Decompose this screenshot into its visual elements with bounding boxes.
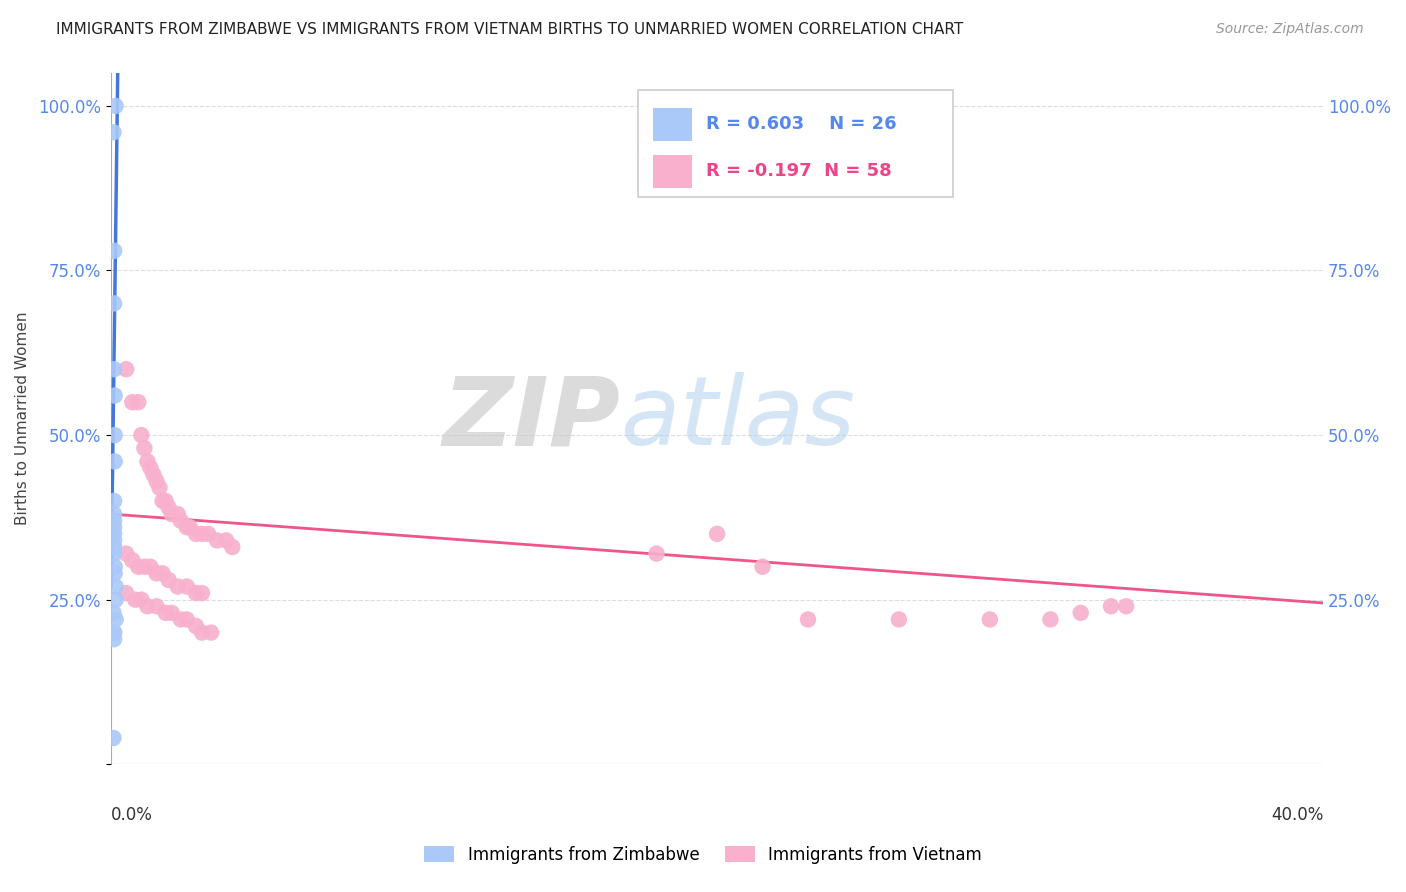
Bar xyxy=(652,154,692,187)
Point xyxy=(103,362,125,376)
Point xyxy=(103,731,125,745)
Point xyxy=(136,454,159,468)
Point xyxy=(152,494,174,508)
Point xyxy=(104,388,127,402)
Text: IMMIGRANTS FROM ZIMBABWE VS IMMIGRANTS FROM VIETNAM BIRTHS TO UNMARRIED WOMEN CO: IMMIGRANTS FROM ZIMBABWE VS IMMIGRANTS F… xyxy=(56,22,963,37)
Point xyxy=(797,612,820,626)
Point xyxy=(136,599,159,614)
Point xyxy=(145,599,167,614)
Point xyxy=(104,559,127,574)
Text: Source: ZipAtlas.com: Source: ZipAtlas.com xyxy=(1216,22,1364,37)
Point xyxy=(103,526,125,541)
Point xyxy=(124,592,146,607)
Point xyxy=(148,481,170,495)
Point xyxy=(157,500,180,515)
Point xyxy=(104,99,127,113)
Point xyxy=(103,540,125,554)
Point xyxy=(103,296,125,310)
Text: 40.0%: 40.0% xyxy=(1271,805,1323,823)
Point xyxy=(127,559,149,574)
Point xyxy=(145,474,167,488)
Point xyxy=(1039,612,1062,626)
Point xyxy=(115,586,138,600)
Point xyxy=(157,573,180,587)
Point xyxy=(139,559,162,574)
Point xyxy=(170,612,193,626)
Point xyxy=(155,494,177,508)
Point xyxy=(887,612,910,626)
Point xyxy=(131,592,153,607)
Point xyxy=(221,540,243,554)
Point xyxy=(103,606,125,620)
Point xyxy=(176,612,198,626)
Point xyxy=(184,619,207,633)
Point xyxy=(200,625,222,640)
Point xyxy=(103,632,125,647)
Point xyxy=(103,533,125,548)
Point xyxy=(127,395,149,409)
Point xyxy=(142,467,165,482)
Point xyxy=(115,547,138,561)
Point xyxy=(104,566,127,581)
Text: R = 0.603    N = 26: R = 0.603 N = 26 xyxy=(706,115,897,133)
Point xyxy=(103,514,125,528)
Legend: Immigrants from Zimbabwe, Immigrants from Vietnam: Immigrants from Zimbabwe, Immigrants fro… xyxy=(418,839,988,871)
Point xyxy=(103,625,125,640)
Point xyxy=(115,362,138,376)
Point xyxy=(103,507,125,521)
Point xyxy=(1070,606,1092,620)
Point xyxy=(145,566,167,581)
Point xyxy=(1115,599,1137,614)
Point xyxy=(139,461,162,475)
Y-axis label: Births to Unmarried Women: Births to Unmarried Women xyxy=(15,312,30,525)
Text: R = -0.197  N = 58: R = -0.197 N = 58 xyxy=(706,162,891,180)
Point xyxy=(197,526,219,541)
Point xyxy=(160,507,183,521)
Point xyxy=(121,553,143,567)
FancyBboxPatch shape xyxy=(638,90,953,197)
Point xyxy=(121,395,143,409)
Point xyxy=(103,244,125,258)
Point xyxy=(184,526,207,541)
Point xyxy=(191,586,214,600)
Text: ZIP: ZIP xyxy=(443,372,620,465)
Point xyxy=(103,625,125,640)
Point xyxy=(155,606,177,620)
Text: atlas: atlas xyxy=(620,372,855,465)
Point xyxy=(191,526,214,541)
Text: 0.0%: 0.0% xyxy=(111,805,153,823)
Point xyxy=(205,533,228,548)
Point xyxy=(184,586,207,600)
Point xyxy=(103,547,125,561)
Point xyxy=(170,514,193,528)
Point xyxy=(103,125,125,139)
Point xyxy=(131,428,153,442)
Point xyxy=(1099,599,1122,614)
Point xyxy=(191,625,214,640)
Point xyxy=(134,559,156,574)
Point xyxy=(104,454,127,468)
Point xyxy=(134,442,156,456)
Bar xyxy=(652,108,692,141)
Point xyxy=(160,606,183,620)
Point xyxy=(166,580,188,594)
Point xyxy=(215,533,238,548)
Point xyxy=(176,520,198,534)
Point xyxy=(104,592,127,607)
Point xyxy=(104,580,127,594)
Point xyxy=(166,507,188,521)
Point xyxy=(645,547,668,561)
Point xyxy=(179,520,201,534)
Point xyxy=(103,494,125,508)
Point xyxy=(979,612,1001,626)
Point xyxy=(104,428,127,442)
Point xyxy=(751,559,773,574)
Point xyxy=(104,612,127,626)
Point xyxy=(152,566,174,581)
Point xyxy=(176,580,198,594)
Point xyxy=(103,520,125,534)
Point xyxy=(706,526,728,541)
